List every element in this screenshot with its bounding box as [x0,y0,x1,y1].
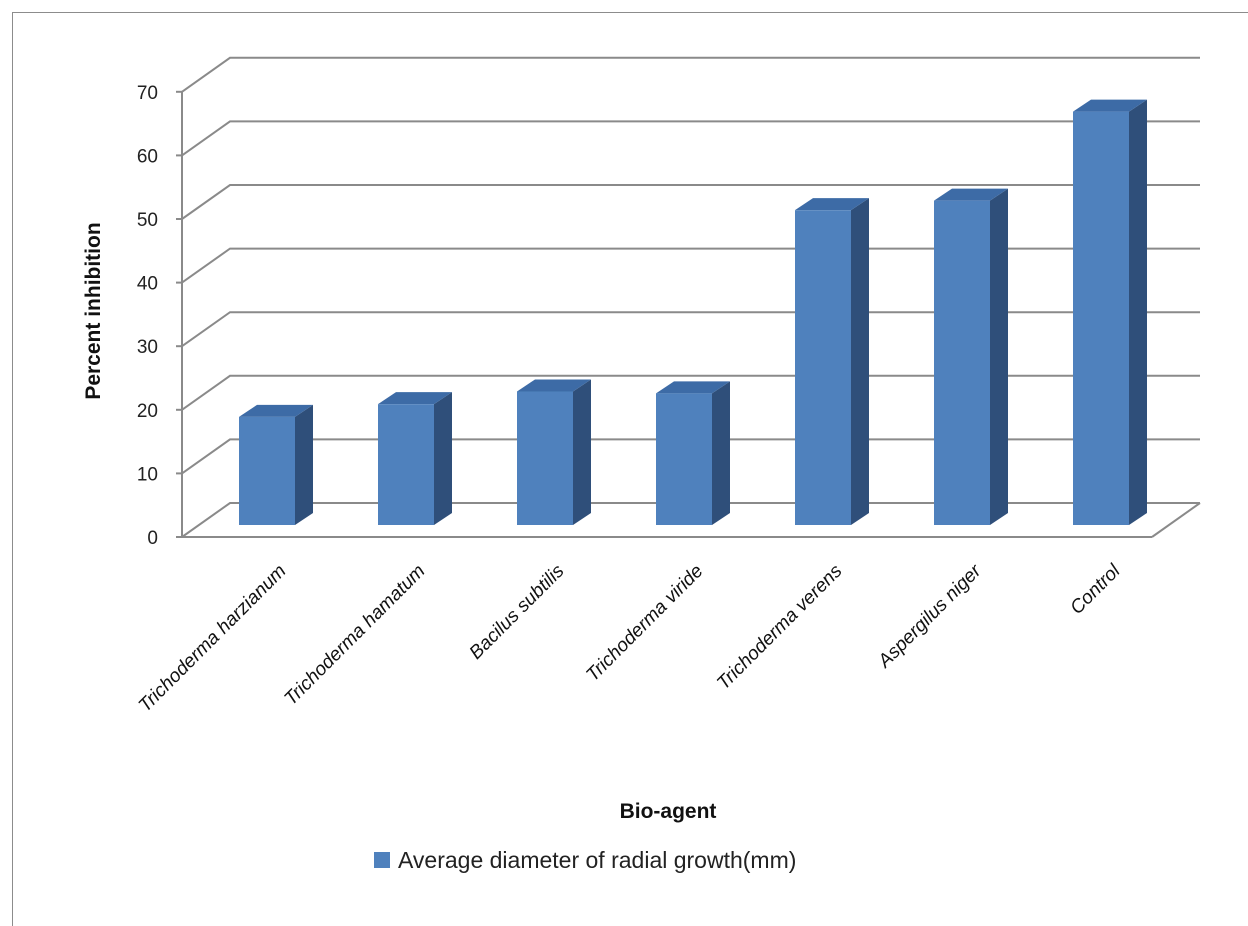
bar-side [295,404,313,525]
y-tick-label: 40 [137,274,158,295]
bars [239,99,1147,525]
y-tick-label: 0 [147,528,158,549]
bar [517,391,573,525]
gridline [181,120,1200,157]
bar-top [795,198,869,211]
x-axis-title: Bio-agent [620,800,717,823]
gridline [181,56,1200,93]
y-tick-label: 10 [137,464,158,485]
gridline [181,438,1200,475]
bar-top [656,381,730,394]
legend-swatch [374,852,390,868]
gridline [181,311,1200,348]
legend-label: Average diameter of radial growth(mm) [398,847,796,873]
y-tick-label: 70 [137,83,158,104]
x-tick-label: Control [1066,560,1125,619]
gridline [181,374,1200,411]
gridline [181,184,1200,220]
bar-side [573,379,591,525]
bar-side [851,198,869,525]
bar-top [1073,99,1147,112]
y-axis-ticks: 0 10 20 30 40 50 60 70 [137,83,182,549]
bar [239,416,295,525]
bar-top [378,392,452,405]
y-tick-label: 30 [137,337,158,358]
bar-side [990,188,1008,525]
bar-top [239,404,313,417]
bar [1073,111,1129,525]
x-tick-label: Aspergilus niger [874,560,986,672]
bar [656,393,712,525]
bar [795,210,851,525]
x-tick-label: Trichoderma viride [582,561,707,686]
x-tick-label: Bacilus subtilis [466,560,569,663]
bar-side [434,392,452,525]
y-tick-label: 60 [137,146,158,167]
y-axis-title: Percent inhibition [82,222,105,399]
floor-right-edge [1151,502,1201,538]
bar-side [1129,99,1147,525]
gridlines [181,56,1200,538]
x-tick-label: Trichoderma verens [713,560,847,694]
legend: Average diameter of radial growth(mm) [374,847,796,873]
bar-top [517,379,591,392]
y-tick-label: 50 [137,210,158,231]
bar [378,404,434,525]
gridline [181,502,1200,538]
x-tick-label: Trichoderma hamatum [281,561,430,710]
gridline [181,247,1200,284]
y-tick-label: 20 [137,401,158,422]
bar-top [934,188,1008,201]
chart-walls [181,91,1201,538]
chart-frame [12,12,1248,926]
bar-side [712,381,730,525]
bar [934,200,990,525]
x-tick-label: Trichoderma harzianum [135,561,291,717]
